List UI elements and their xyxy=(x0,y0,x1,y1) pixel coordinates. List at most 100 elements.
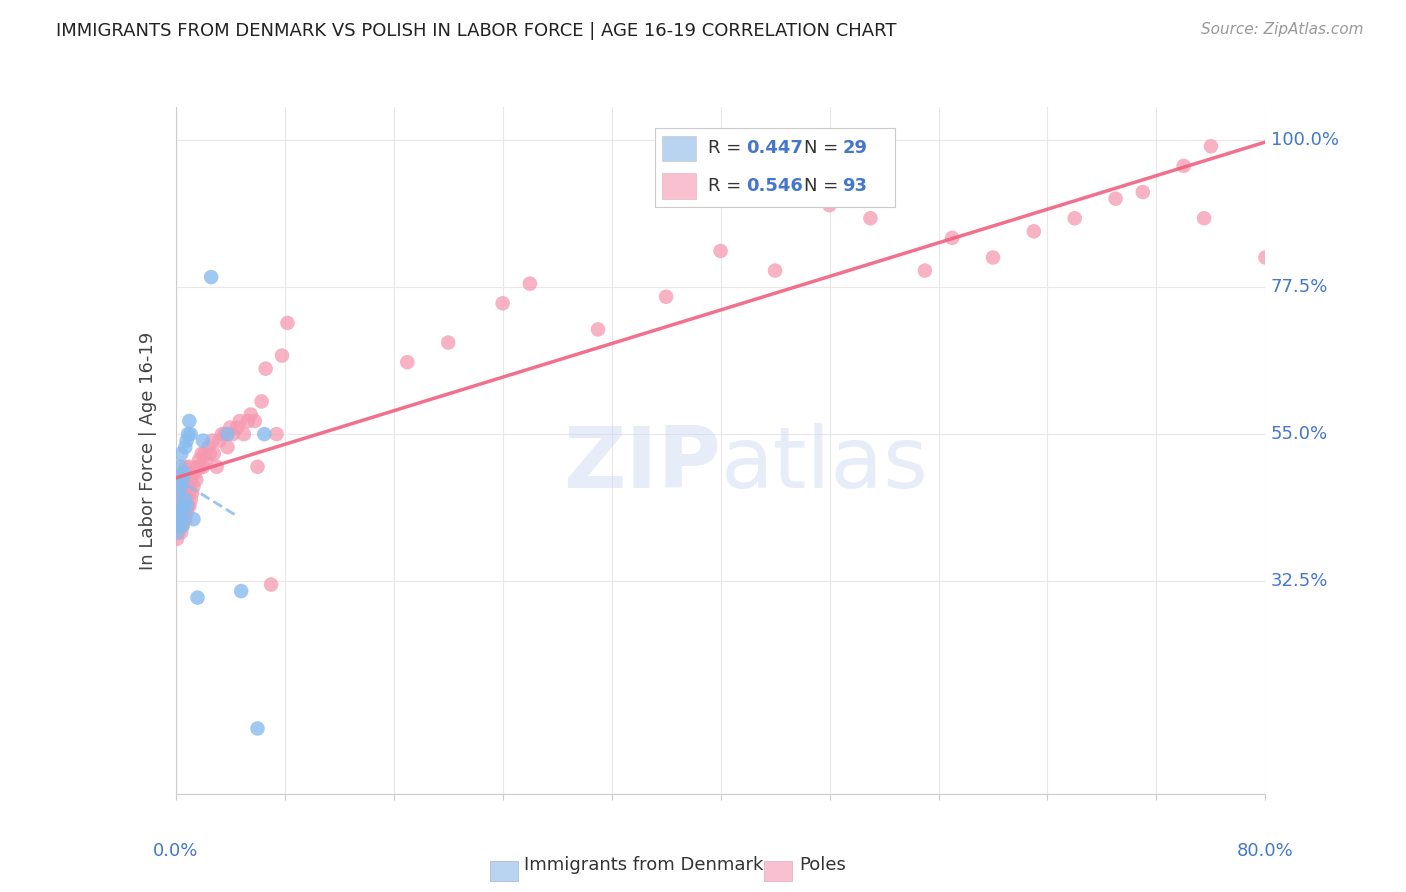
Point xyxy=(174,473,197,487)
Point xyxy=(219,420,242,434)
Point xyxy=(217,440,239,454)
Point xyxy=(239,408,262,422)
Point xyxy=(181,486,204,500)
Point xyxy=(169,459,191,474)
Point xyxy=(176,473,198,487)
Text: 55.0%: 55.0% xyxy=(1271,425,1329,443)
Point xyxy=(170,473,193,487)
Text: 32.5%: 32.5% xyxy=(1271,573,1329,591)
Point xyxy=(183,479,205,493)
Point xyxy=(266,427,288,442)
Point xyxy=(173,467,195,481)
Point xyxy=(179,479,201,493)
Text: R =: R = xyxy=(709,139,747,157)
Bar xyxy=(491,861,517,880)
Point xyxy=(191,459,214,474)
Point xyxy=(236,414,259,428)
Text: N =: N = xyxy=(804,178,844,195)
Point xyxy=(254,361,277,376)
Point xyxy=(1132,185,1154,199)
Point xyxy=(191,434,214,448)
Point xyxy=(519,277,541,291)
Point xyxy=(177,499,200,513)
Point xyxy=(818,198,841,212)
Point xyxy=(202,447,225,461)
Point xyxy=(763,263,786,277)
Point xyxy=(181,467,204,481)
Point xyxy=(211,427,233,442)
Point xyxy=(232,427,254,442)
Point xyxy=(186,591,209,605)
Point xyxy=(179,499,201,513)
Point xyxy=(166,506,188,520)
Point xyxy=(166,506,188,520)
Point xyxy=(174,512,197,526)
Point xyxy=(198,447,221,461)
Point xyxy=(914,263,936,277)
Point xyxy=(186,459,209,474)
Point xyxy=(186,473,208,487)
Point xyxy=(229,414,252,428)
Point xyxy=(253,427,276,442)
Point xyxy=(177,427,200,442)
Point xyxy=(231,584,253,599)
Point xyxy=(1254,251,1277,265)
Point xyxy=(1104,192,1126,206)
Point xyxy=(176,492,198,507)
Point xyxy=(188,459,211,474)
Bar xyxy=(765,861,792,880)
Text: 80.0%: 80.0% xyxy=(1237,842,1294,860)
Point xyxy=(177,467,200,481)
Point xyxy=(1022,224,1045,238)
Point xyxy=(193,447,215,461)
Point xyxy=(217,427,239,442)
Point xyxy=(172,506,194,520)
Point xyxy=(173,467,195,481)
Point xyxy=(859,211,882,226)
Point xyxy=(194,453,217,467)
Point xyxy=(169,492,191,507)
Point xyxy=(200,270,222,285)
Point xyxy=(169,473,191,487)
Point xyxy=(172,518,194,533)
Point xyxy=(167,525,190,540)
Point xyxy=(176,499,198,513)
Point xyxy=(180,427,202,442)
Point xyxy=(183,512,205,526)
Text: atlas: atlas xyxy=(721,423,928,506)
Point xyxy=(174,492,197,507)
Point xyxy=(179,414,201,428)
Text: Immigrants from Denmark: Immigrants from Denmark xyxy=(523,856,763,874)
Text: R =: R = xyxy=(709,178,747,195)
Text: IMMIGRANTS FROM DENMARK VS POLISH IN LABOR FORCE | AGE 16-19 CORRELATION CHART: IMMIGRANTS FROM DENMARK VS POLISH IN LAB… xyxy=(56,22,897,40)
Text: 77.5%: 77.5% xyxy=(1271,278,1329,296)
Point xyxy=(190,447,212,461)
Point xyxy=(246,722,269,736)
Point xyxy=(172,467,194,481)
Text: 29: 29 xyxy=(842,139,868,157)
Point xyxy=(172,473,194,487)
Point xyxy=(981,251,1004,265)
Point xyxy=(437,335,460,350)
Point xyxy=(276,316,298,330)
Point xyxy=(170,506,193,520)
Text: 0.0%: 0.0% xyxy=(153,842,198,860)
Point xyxy=(170,492,193,507)
Point xyxy=(166,525,188,540)
Point xyxy=(170,506,193,520)
Point xyxy=(492,296,515,310)
Point xyxy=(179,459,201,474)
Point xyxy=(180,492,202,507)
Text: 100.0%: 100.0% xyxy=(1271,131,1339,149)
Point xyxy=(226,420,249,434)
Point xyxy=(1173,159,1195,173)
Text: Source: ZipAtlas.com: Source: ZipAtlas.com xyxy=(1201,22,1364,37)
Y-axis label: In Labor Force | Age 16-19: In Labor Force | Age 16-19 xyxy=(139,331,157,570)
Point xyxy=(174,486,197,500)
Point xyxy=(1192,211,1215,226)
Point xyxy=(166,532,188,546)
Text: 0.447: 0.447 xyxy=(747,139,803,157)
Point xyxy=(173,499,195,513)
Point xyxy=(205,459,228,474)
Point xyxy=(170,479,193,493)
